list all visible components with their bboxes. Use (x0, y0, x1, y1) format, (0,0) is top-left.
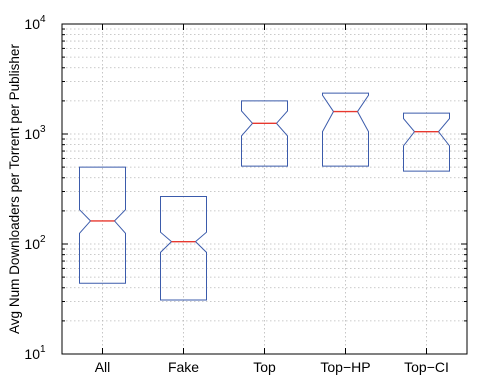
box-All (79, 166, 126, 284)
y-tick-label: 102 (24, 234, 46, 252)
box-Top−CI (403, 112, 450, 172)
x-tick-label: All (95, 359, 111, 375)
boxes-layer (79, 92, 450, 301)
y-axis-label: Avg Num Downloaders per Torrent per Publ… (7, 44, 22, 334)
x-tick-label: Top−HP (320, 359, 370, 375)
grid-layer (62, 24, 467, 354)
y-tick-label: 104 (24, 14, 46, 32)
y-tick-label: 101 (24, 344, 46, 362)
box-Fake (160, 196, 207, 301)
box-Top−HP (322, 92, 369, 167)
x-tick-label: Top (253, 359, 276, 375)
ticks-layer (62, 24, 467, 355)
labels-layer: 101 102 103 104 All Fake Top Top−HP Top−CI (24, 14, 448, 375)
box-Top (241, 100, 288, 167)
x-tick-label: Fake (168, 359, 199, 375)
y-tick-label: 103 (24, 124, 46, 142)
x-tick-label: Top−CI (404, 359, 449, 375)
